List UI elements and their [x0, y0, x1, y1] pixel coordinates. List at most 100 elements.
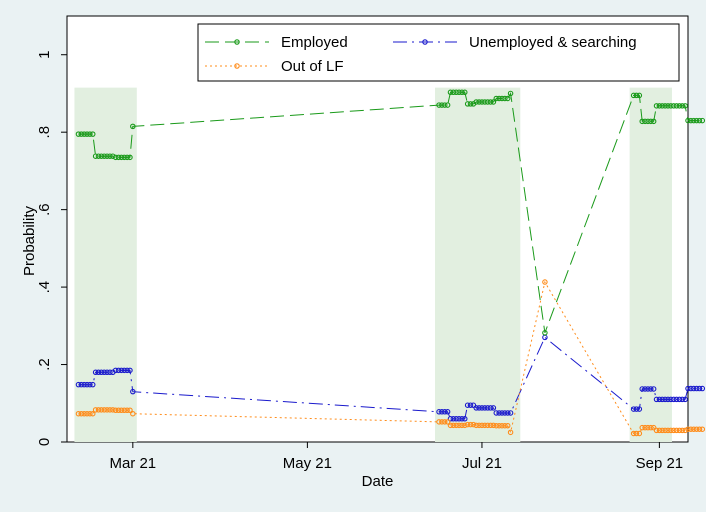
data-point: [490, 99, 497, 105]
data-point: [482, 422, 488, 429]
data-point: [665, 396, 671, 403]
data-point: [473, 99, 479, 105]
data-point: [645, 118, 651, 125]
data-point: [679, 396, 686, 403]
data-point: [90, 131, 96, 137]
data-point: [487, 422, 494, 429]
legend-entry: Unemployed & searching: [393, 34, 637, 51]
data-point: [473, 422, 479, 429]
data-point: [476, 422, 482, 429]
data-point: [685, 117, 691, 124]
data-point: [104, 369, 110, 376]
data-point: [130, 388, 136, 395]
x-axis-title: Date: [362, 473, 394, 490]
data-point: [95, 369, 102, 376]
data-point: [121, 154, 127, 161]
data-point: [436, 102, 442, 108]
data-point: [476, 99, 482, 105]
data-point: [639, 386, 645, 392]
data-point: [668, 103, 674, 109]
data-point: [648, 386, 654, 392]
data-point: [650, 118, 657, 125]
data-point: [665, 427, 671, 434]
data-point: [130, 123, 136, 130]
data-point: [444, 419, 451, 425]
data-point: [467, 101, 474, 107]
data-point: [482, 405, 488, 411]
data-point: [502, 95, 508, 102]
legend-swatch-marker: [234, 39, 240, 45]
data-point: [662, 427, 668, 434]
data-point: [78, 410, 85, 417]
data-point: [442, 419, 448, 425]
data-point: [104, 153, 110, 159]
data-point: [499, 410, 505, 416]
data-point: [673, 396, 680, 403]
data-point: [484, 422, 491, 429]
data-point: [688, 117, 694, 124]
data-point: [456, 422, 462, 429]
legend-entry: Out of LF: [205, 58, 344, 75]
data-point: [653, 396, 660, 403]
data-point: [78, 131, 85, 137]
data-point: [447, 416, 454, 422]
data-point: [482, 99, 488, 105]
data-point: [98, 153, 105, 159]
data-point: [639, 118, 645, 125]
data-point: [673, 427, 680, 434]
data-point: [104, 407, 110, 413]
data-point: [84, 131, 90, 137]
data-point: [693, 385, 700, 392]
data-point: [87, 410, 93, 417]
data-point: [92, 369, 99, 376]
data-point: [682, 427, 688, 434]
data-point: [496, 410, 502, 416]
data-point: [98, 407, 105, 413]
data-point: [121, 407, 127, 413]
data-point: [493, 422, 500, 429]
legend-label: Employed: [281, 34, 348, 51]
legend-swatch-marker: [422, 39, 428, 45]
data-point: [507, 90, 514, 97]
data-point: [676, 427, 683, 434]
data-point: [507, 410, 514, 416]
data-point: [656, 396, 663, 403]
data-point: [459, 422, 465, 429]
series-unemployed-searching: [75, 334, 706, 422]
data-point: [502, 410, 508, 416]
data-point: [496, 95, 502, 102]
data-point: [92, 407, 99, 413]
data-point: [690, 385, 697, 392]
data-point: [630, 92, 637, 99]
x-tick-label: Mar 21: [109, 455, 156, 472]
data-point: [84, 381, 90, 388]
data-point: [670, 396, 677, 403]
legend: Employed Unemployed & searching Out of LF: [197, 23, 680, 82]
data-point: [436, 409, 442, 415]
data-point: [499, 95, 505, 102]
data-point: [636, 406, 643, 412]
plot-area: [66, 15, 689, 443]
data-point: [696, 117, 703, 124]
data-point: [633, 430, 640, 437]
data-point: [504, 95, 511, 102]
data-point: [442, 409, 448, 415]
data-point: [633, 406, 640, 412]
data-point: [504, 422, 511, 429]
data-point: [473, 405, 479, 411]
data-point: [124, 154, 130, 161]
data-point: [462, 422, 468, 429]
data-point: [665, 103, 671, 109]
data-point: [648, 118, 654, 125]
data-point: [118, 407, 125, 413]
data-point: [650, 424, 657, 431]
data-point: [90, 410, 96, 417]
data-point: [75, 131, 82, 137]
shaded-period-2: [435, 87, 521, 443]
data-point: [459, 89, 465, 96]
data-point: [630, 430, 637, 437]
data-point: [699, 385, 706, 392]
data-point: [467, 402, 474, 408]
data-point: [653, 427, 660, 434]
data-point: [542, 279, 548, 285]
